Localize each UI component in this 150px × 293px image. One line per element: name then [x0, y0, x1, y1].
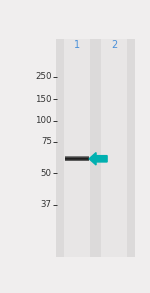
Text: 250: 250 [35, 72, 52, 81]
FancyArrow shape [89, 153, 107, 165]
Text: 150: 150 [35, 95, 52, 104]
Text: 50: 50 [41, 169, 52, 178]
Text: 75: 75 [41, 137, 52, 146]
Text: 37: 37 [41, 200, 52, 209]
Bar [56, 39, 135, 257]
Text: 100: 100 [35, 116, 52, 125]
Bar [64, 39, 90, 257]
Text: 1: 1 [74, 40, 80, 50]
Text: 2: 2 [111, 40, 117, 50]
Bar [101, 39, 127, 257]
